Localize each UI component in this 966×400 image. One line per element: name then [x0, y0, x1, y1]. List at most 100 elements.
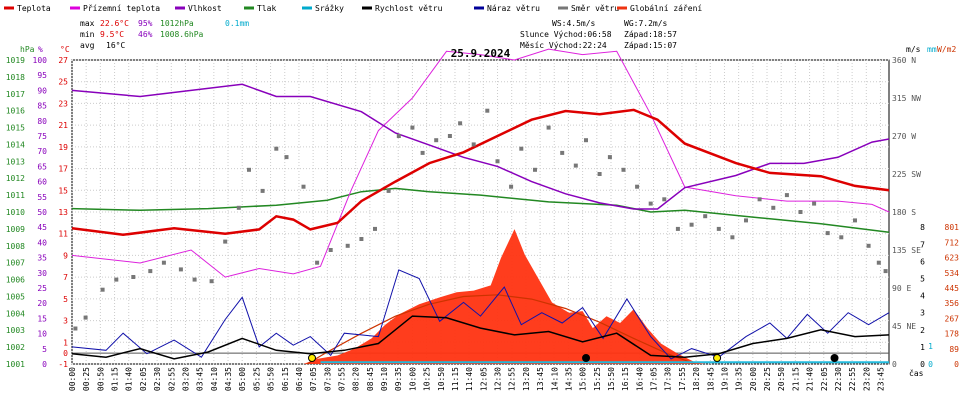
tick-label-c: 13: [58, 208, 68, 217]
tick-label-time: 15:25: [593, 367, 602, 391]
tick-label-c: 3: [63, 317, 68, 326]
legend-label: Náraz větru: [487, 4, 540, 13]
tick-label-c: -1: [58, 360, 68, 369]
tick-label-hpa: 1019: [6, 56, 25, 65]
tick-label-c: 23: [58, 99, 68, 108]
wind-direction-point: [662, 197, 667, 202]
tick-label-hpa: 1017: [6, 90, 25, 99]
legend-label: Vlhkost: [188, 4, 222, 13]
tick-label-c: 17: [58, 165, 68, 174]
tick-label-dir: 45 NE: [892, 322, 916, 331]
tick-label-hpa: 1012: [6, 174, 25, 183]
wind-direction-point: [301, 184, 306, 189]
tick-label-time: 15:50: [607, 367, 616, 391]
tick-label-c: 19: [58, 143, 68, 152]
wind-direction-point: [485, 108, 490, 113]
tick-label-pct: 40: [37, 238, 47, 247]
wind-direction-point: [236, 205, 241, 210]
wind-speed-series: [71, 315, 890, 360]
tick-label-time: 22:30: [834, 367, 843, 391]
tick-label-pct: 70: [37, 147, 47, 156]
wind-direction-point: [771, 205, 776, 210]
tick-label-time: 08:45: [366, 367, 375, 391]
tick-label-pct: 50: [37, 208, 47, 217]
stats-max-label: max: [80, 19, 95, 28]
info-sun: Slunce Východ:06:58: [520, 30, 612, 39]
tick-label-time: 14:35: [564, 367, 573, 391]
wind-direction-point: [573, 163, 578, 168]
axis-unit-c: °C: [60, 45, 70, 54]
wind-direction-point: [495, 159, 500, 164]
tick-label-dir: 135 SE: [892, 246, 921, 255]
tick-label-dir: 180 S: [892, 208, 916, 217]
wind-direction-point: [853, 218, 857, 223]
tick-label-c: 9: [63, 251, 68, 260]
tick-label-time: 22:05: [820, 367, 829, 391]
tick-label-dir: 0: [892, 360, 897, 369]
tick-label-hpa: 1009: [6, 225, 25, 234]
tick-label-dir: 315 NW: [892, 94, 921, 103]
tick-label-time: 05:00: [238, 367, 247, 391]
tick-label-pct: 75: [37, 132, 47, 141]
wind-direction-point: [839, 235, 844, 240]
tick-label-ms: 3: [920, 309, 925, 318]
tick-label-hpa: 1008: [6, 242, 25, 251]
wind-direction-point: [345, 243, 350, 248]
tick-label-time: 11:40: [465, 367, 474, 391]
tick-label-mm: 1: [928, 342, 933, 351]
tick-label-rad: 712: [945, 238, 960, 247]
tick-label-rad: 89: [949, 345, 959, 354]
sunrise-marker: [307, 354, 316, 362]
wind-direction-point: [560, 150, 565, 155]
tick-label-hpa: 1015: [6, 124, 25, 133]
tick-label-time: 02:30: [153, 367, 162, 391]
tick-label-pct: 25: [37, 284, 47, 293]
legend: Teplota Přízemní teplota Vlhkost Tlak Srážky…: [4, 4, 702, 13]
wind-direction-point: [675, 226, 680, 231]
stats-max-hum: 95%: [138, 19, 153, 28]
legend-label: Srážky: [315, 4, 344, 13]
tick-label-time: 03:20: [182, 367, 191, 391]
tick-label-time: 13:20: [522, 367, 531, 391]
tick-label-rad: 445: [945, 284, 960, 293]
tick-label-c: 27: [58, 56, 68, 65]
tick-label-time: 17:05: [650, 367, 659, 391]
tick-label-pct: 45: [37, 223, 47, 232]
tick-label-pct: 100: [33, 56, 48, 65]
wind-direction-point: [410, 125, 415, 130]
wind-direction-point: [703, 214, 708, 219]
legend-label: Globální záření: [630, 4, 702, 13]
tick-label-time: 18:20: [692, 367, 701, 391]
tick-label-rad: 178: [945, 330, 960, 339]
tick-label-hpa: 1011: [6, 191, 25, 200]
legend-label: Přízemní teplota: [83, 4, 160, 13]
tick-label-time: 15:00: [579, 367, 588, 391]
wind-direction-point: [131, 275, 136, 279]
wind-direction-point: [284, 155, 289, 160]
chart-title: 25.9.2024: [451, 47, 511, 60]
tick-label-time: 20:00: [749, 367, 758, 391]
tick-label-dir: 360 N: [892, 56, 916, 65]
tick-label-time: 02:55: [167, 367, 176, 391]
wind-direction-point: [509, 184, 514, 189]
wind-direction-point: [471, 142, 476, 147]
wind-direction-point: [434, 138, 439, 143]
tick-label-pct: 20: [37, 299, 47, 308]
radiation-series: [72, 229, 889, 364]
tick-label-pct: 10: [37, 330, 47, 339]
tick-label-pct: 90: [37, 86, 47, 95]
tick-label-ms: 6: [920, 257, 925, 266]
tick-label-rad: 0: [954, 360, 959, 369]
wind-direction-point: [597, 172, 602, 176]
tick-label-mm: 0: [928, 360, 933, 369]
wind-direction-point: [607, 155, 612, 160]
wind-direction-point: [533, 167, 537, 172]
tick-label-time: 00:25: [82, 367, 91, 391]
tick-label-pct: 95: [37, 71, 47, 80]
tick-label-time: 08:20: [352, 367, 361, 391]
wind-direction-point: [546, 125, 551, 130]
tick-label-time: 23:45: [877, 367, 886, 391]
wind-direction-point: [757, 197, 762, 202]
stats-min-press: 1008.6hPa: [160, 30, 204, 39]
tick-label-time: 23:20: [862, 367, 871, 391]
